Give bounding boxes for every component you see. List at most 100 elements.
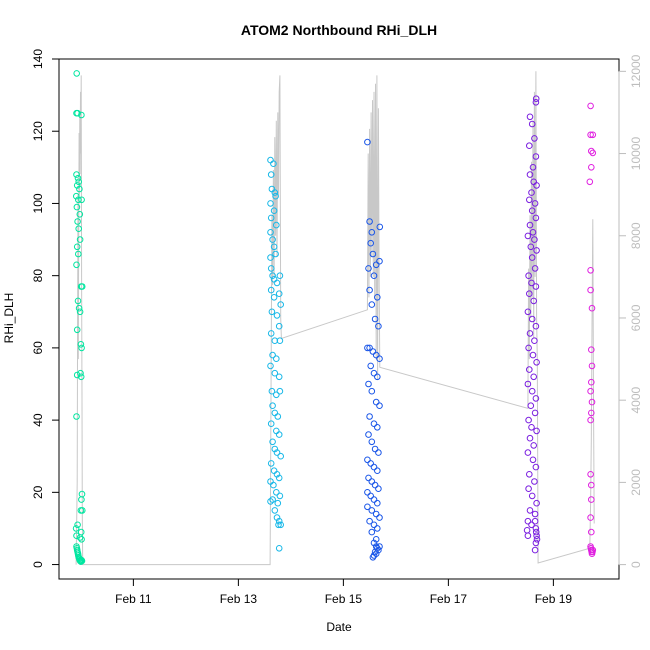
data-point — [72, 525, 80, 532]
data-point — [532, 322, 540, 330]
data-point — [525, 344, 532, 352]
data-point — [275, 521, 282, 529]
data-point — [275, 545, 283, 552]
y-tick-label: 20 — [31, 485, 45, 499]
data-point — [532, 463, 540, 471]
data-point — [527, 402, 535, 410]
data-point — [587, 387, 594, 395]
data-point — [374, 424, 381, 431]
data-point — [529, 351, 537, 359]
data-point — [526, 330, 534, 337]
data-point — [524, 380, 532, 388]
data-point — [372, 351, 380, 359]
data-point — [525, 416, 532, 424]
y-right-tick-label: 2000 — [629, 469, 643, 496]
data-point — [364, 344, 371, 352]
data-point — [526, 507, 534, 514]
data-point — [530, 297, 538, 305]
data-point — [268, 387, 276, 395]
data-point — [533, 536, 541, 543]
x-tick-label: Feb 17 — [430, 592, 468, 606]
data-point — [369, 250, 377, 258]
data-point — [276, 387, 284, 395]
data-point — [75, 178, 82, 186]
data-point — [73, 192, 80, 200]
data-point — [269, 351, 276, 359]
data-point — [376, 543, 383, 550]
data-point — [370, 496, 378, 503]
data-point — [277, 521, 285, 529]
data-point — [267, 286, 275, 294]
data-point — [271, 445, 279, 453]
data-point — [532, 525, 540, 532]
y-tick-label: 0 — [31, 561, 45, 568]
data-point — [528, 387, 536, 395]
data-point — [374, 499, 381, 507]
data-point — [533, 247, 540, 254]
data-point — [589, 131, 597, 139]
data-point — [269, 438, 276, 446]
data-point — [532, 395, 540, 402]
data-point — [368, 507, 376, 514]
data-point — [271, 337, 279, 345]
data-point — [273, 221, 280, 229]
data-point — [532, 283, 540, 290]
data-point — [73, 182, 81, 189]
data-point — [73, 171, 80, 178]
data-point — [73, 413, 80, 420]
y-right-tick-label: 4000 — [629, 387, 643, 414]
data-point — [267, 265, 275, 272]
data-point — [273, 355, 280, 363]
data-point — [270, 160, 277, 167]
data-point — [366, 286, 373, 294]
data-point — [531, 510, 539, 518]
y-right-tick-label: 8000 — [629, 222, 643, 249]
data-point — [529, 229, 537, 236]
data-point — [587, 471, 594, 478]
data-point — [376, 355, 383, 363]
data-point — [268, 185, 276, 193]
data-point — [588, 362, 596, 370]
data-point — [589, 149, 597, 157]
data-point — [526, 290, 533, 298]
data-point — [531, 236, 538, 243]
y-right-tick-label: 12000 — [629, 54, 643, 88]
data-point — [267, 330, 275, 337]
data-point — [275, 290, 283, 298]
data-point — [375, 449, 382, 456]
data-point — [75, 196, 82, 204]
data-point — [78, 557, 86, 565]
data-point — [267, 171, 275, 178]
data-point — [528, 521, 535, 529]
data-point — [270, 294, 278, 301]
data-point — [528, 120, 536, 128]
data-point — [587, 514, 594, 521]
data-point — [588, 164, 595, 171]
data-point — [269, 236, 276, 243]
data-point — [370, 272, 378, 280]
data-point — [364, 138, 371, 146]
data-point — [374, 467, 381, 475]
data-point — [267, 214, 275, 222]
data-point — [531, 265, 539, 272]
data-point — [370, 539, 378, 547]
data-point — [529, 456, 537, 464]
data-point — [531, 200, 539, 207]
chart-title: ATOM2 Northbound RHi_DLH — [241, 22, 437, 38]
data-point — [533, 427, 540, 435]
data-point — [524, 532, 532, 540]
data-point — [587, 267, 594, 274]
data-point — [530, 442, 538, 449]
data-point — [526, 434, 534, 442]
data-point — [78, 111, 85, 119]
data-point — [272, 250, 279, 258]
data-point — [366, 413, 373, 420]
data-point — [267, 460, 275, 467]
data-point — [273, 391, 280, 399]
data-point — [267, 362, 274, 370]
data-point — [274, 413, 282, 420]
data-point — [587, 102, 594, 110]
data-point — [374, 373, 381, 381]
data-point — [589, 546, 597, 554]
data-point — [275, 474, 283, 482]
